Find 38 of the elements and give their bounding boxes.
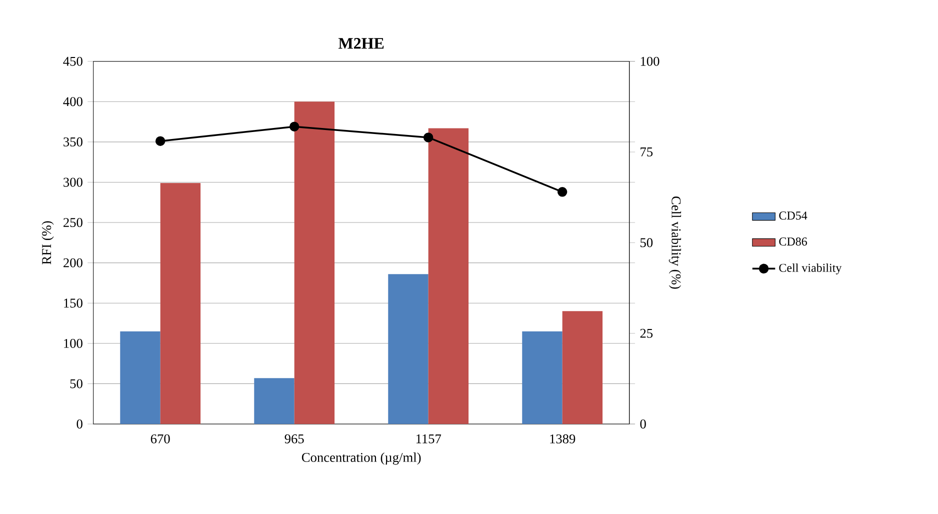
x-tick-label: 1389 — [550, 434, 576, 444]
bar — [160, 183, 201, 424]
y-tick-label: 50 — [70, 379, 82, 388]
y-tick-label: 450 — [63, 56, 82, 66]
x-tick-label: 670 — [150, 434, 170, 444]
point — [557, 187, 568, 197]
y-tick-label: 150 — [64, 298, 82, 308]
y-axis-title: RFI (%) — [42, 221, 54, 264]
point — [289, 122, 300, 132]
bar — [120, 331, 160, 424]
bar — [562, 311, 603, 424]
x-axis-title: Concentration (µg/ml) — [302, 452, 421, 465]
y-tick-label: 300 — [64, 178, 82, 187]
bar — [294, 102, 335, 424]
legend-label: CD86 — [779, 237, 808, 246]
bar — [522, 331, 562, 424]
y2-tick-label: 75 — [640, 148, 653, 156]
point — [155, 136, 166, 146]
bar — [428, 128, 469, 424]
y-tick-label: 250 — [64, 218, 82, 228]
legend-label: CD54 — [779, 212, 808, 220]
y-tick-label: 100 — [64, 338, 82, 348]
bar — [388, 274, 428, 424]
y-tick-label: 400 — [63, 97, 82, 106]
y2-axis-title: Cell viability (%) — [668, 196, 682, 289]
y-tick-label: 350 — [64, 137, 82, 146]
bar — [254, 378, 294, 424]
x-tick-label: 1157 — [416, 434, 442, 444]
y2-tick-label: 100 — [640, 56, 660, 66]
x-tick-label: 965 — [284, 434, 304, 444]
point — [423, 132, 434, 142]
y2-tick-label: 50 — [640, 238, 653, 248]
legend-label: Cell viability — [779, 263, 842, 274]
y2-tick-label: 25 — [640, 328, 653, 338]
chart-title: M2HE — [338, 38, 384, 49]
y-tick-label: 0 — [76, 420, 82, 428]
y-tick-label: 200 — [64, 258, 82, 268]
y2-tick-label: 0 — [640, 420, 646, 428]
